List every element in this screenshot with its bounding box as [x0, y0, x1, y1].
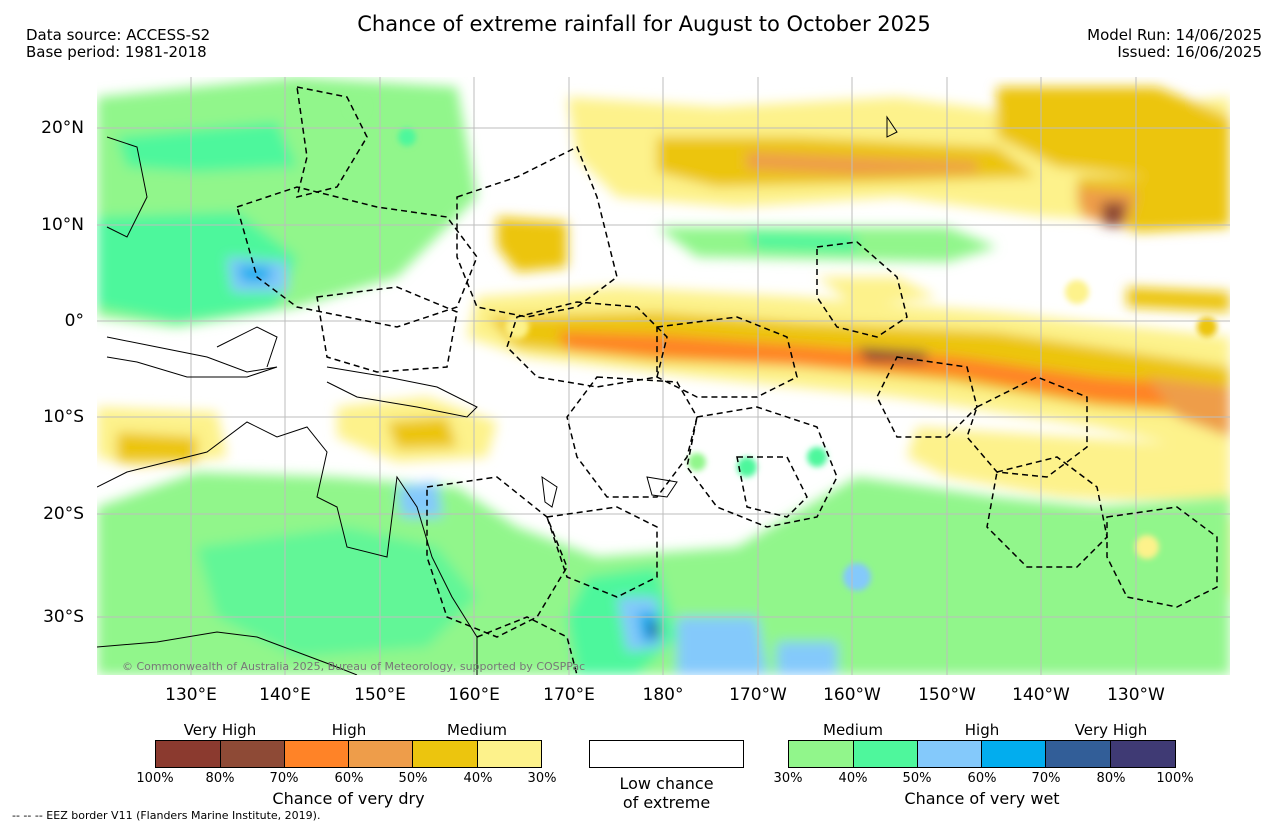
lon-label-160e: 160°E [448, 685, 500, 705]
lon-label-150w: 150°W [918, 685, 976, 705]
wet-colorbar [788, 740, 1176, 768]
lat-label-10s: 10°S [43, 407, 84, 427]
model-run-text: Model Run: 14/06/2025 [1087, 26, 1262, 44]
low-chance-label: Low chance of extreme [580, 774, 753, 812]
dry-legend-label: Chance of very dry [272, 789, 425, 808]
graticule [97, 77, 1230, 675]
wet-swatch-50-60 [917, 741, 983, 767]
dry-tick-30: 30% [527, 771, 557, 786]
dry-swatch-40-30 [478, 741, 542, 767]
low-chance-label-line1: Low chance [619, 774, 714, 793]
base-period-text: Base period: 1981-2018 [26, 43, 207, 61]
wet-tick-40: 40% [838, 771, 868, 786]
dry-tick-60: 60% [334, 771, 364, 786]
lon-label-130w: 130°W [1107, 685, 1165, 705]
data-source-text: Data source: ACCESS-S2 [26, 26, 211, 44]
dry-swatch-50-40 [413, 741, 479, 767]
lon-label-180: 180° [642, 685, 684, 705]
wet-category-medium: Medium [823, 721, 883, 739]
lon-label-140w: 140°W [1012, 685, 1070, 705]
lat-label-30s: 30°S [43, 607, 84, 627]
dry-swatch-70-60 [284, 741, 350, 767]
wet-swatch-30-40 [789, 741, 854, 767]
wet-swatch-60-70 [982, 741, 1047, 767]
lon-label-170e: 170°E [543, 685, 595, 705]
dry-swatch-100-80 [156, 741, 221, 767]
wet-tick-50: 50% [902, 771, 932, 786]
dry-category-medium: Medium [447, 721, 507, 739]
map-title: Chance of extreme rainfall for August to… [357, 12, 931, 36]
dry-tick-40: 40% [463, 771, 493, 786]
wet-category-very-high: Very High [1074, 721, 1148, 739]
wet-tick-80: 80% [1096, 771, 1126, 786]
dry-colorbar [155, 740, 542, 768]
lon-label-140e: 140°E [259, 685, 311, 705]
dry-tick-70: 70% [269, 771, 299, 786]
wet-tick-70: 70% [1031, 771, 1061, 786]
model-run-info: Model Run: 14/06/2025 Issued: 16/06/2025 [1087, 27, 1262, 61]
copyright-text: © Commonwealth of Australia 2025, Bureau… [122, 660, 586, 673]
dry-tick-100: 100% [136, 771, 174, 786]
dry-category-very-high: Very High [183, 721, 257, 739]
wet-tick-60: 60% [967, 771, 997, 786]
rainfall-map [97, 77, 1230, 675]
wet-swatch-70-80 [1046, 741, 1112, 767]
lon-label-170w: 170°W [729, 685, 787, 705]
eez-borders [236, 86, 1218, 675]
wet-category-high: High [964, 721, 1000, 739]
dry-anomaly-regions [97, 87, 1230, 597]
coastlines [97, 115, 898, 675]
low-chance-label-line2: of extreme [622, 793, 711, 812]
wet-legend-label: Chance of very wet [904, 789, 1060, 808]
issued-date-text: Issued: 16/06/2025 [1117, 43, 1262, 61]
lat-label-20s: 20°S [43, 504, 84, 524]
low-chance-swatch [589, 740, 744, 768]
lat-label-0: 0° [64, 311, 84, 331]
dry-tick-80: 80% [205, 771, 235, 786]
wet-tick-100: 100% [1156, 771, 1194, 786]
wet-swatch-80-100 [1111, 741, 1176, 767]
data-source-info: Data source: ACCESS-S2 Base period: 1981… [26, 27, 210, 61]
lat-label-10n: 10°N [41, 215, 84, 235]
wet-swatch-40-50 [853, 741, 918, 767]
lon-label-130e: 130°E [165, 685, 217, 705]
lat-label-20n: 20°N [41, 118, 84, 138]
dry-swatch-80-70 [220, 741, 285, 767]
lon-label-150e: 150°E [354, 685, 406, 705]
wet-tick-30: 30% [773, 771, 803, 786]
dry-swatch-60-50 [349, 741, 414, 767]
eez-footnote: -- -- -- EEZ border V11 (Flanders Marine… [12, 809, 321, 822]
dry-category-high: High [331, 721, 367, 739]
lon-label-160w: 160°W [823, 685, 881, 705]
dry-tick-50: 50% [398, 771, 428, 786]
